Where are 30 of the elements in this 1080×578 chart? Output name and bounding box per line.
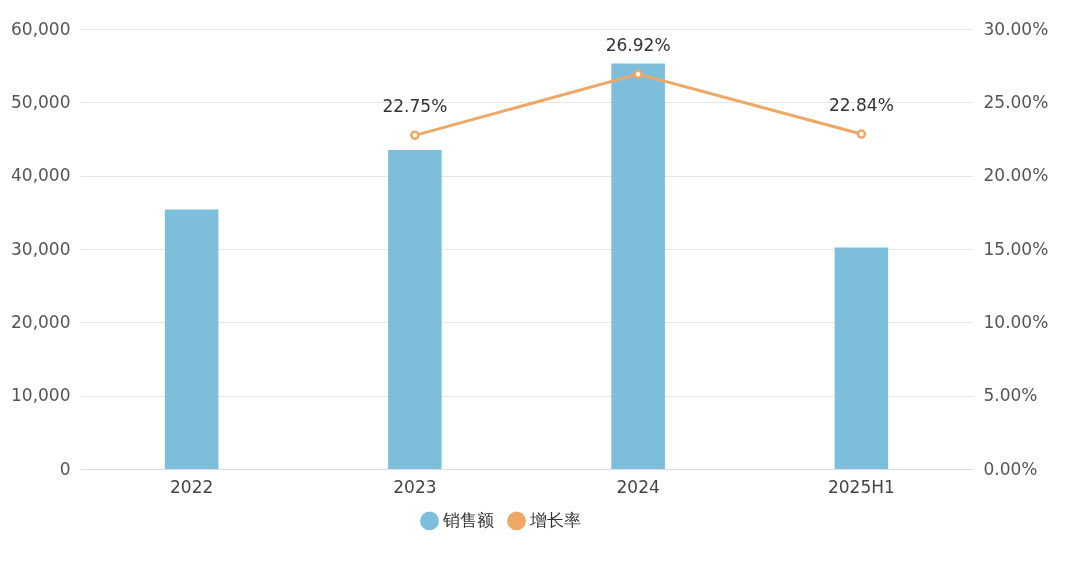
bar [834,247,889,469]
y2-tick-label: 20.00% [983,165,1049,186]
data-label: 26.92% [605,35,671,56]
point [410,130,420,141]
y2-tick-label: 5.00% [983,385,1038,406]
y-tick-label: 0 [59,458,71,479]
bar [611,63,665,469]
point [633,69,643,79]
y-tick-label: 30,000 [11,238,71,259]
data-label: 22.75% [382,96,448,117]
legend-label: 销售额 [442,509,494,530]
x-tick-label: 2025H1 [827,476,895,497]
bar [164,209,219,469]
x-tick-label: 2022 [169,476,214,497]
y2-tick-label: 30.00% [983,18,1049,39]
y2-tick-label: 15.00% [983,238,1049,259]
bar [388,150,442,469]
legend-label: 增长率 [529,509,581,530]
y-tick-label: 20,000 [11,311,71,332]
y2-tick-label: 10.00% [983,311,1049,332]
x-tick-label: 2023 [393,476,437,497]
x-tick-label: 2024 [616,476,660,497]
y-tick-label: 40,000 [11,165,71,186]
y-tick-label: 60,000 [11,18,71,39]
data-label: 22.84% [828,95,894,116]
y-tick-label: 10,000 [11,385,71,406]
point [856,129,867,139]
y2-tick-label: 25.00% [983,91,1049,112]
y2-tick-label: 0.00% [983,458,1038,479]
y-tick-label: 50,000 [11,91,71,112]
